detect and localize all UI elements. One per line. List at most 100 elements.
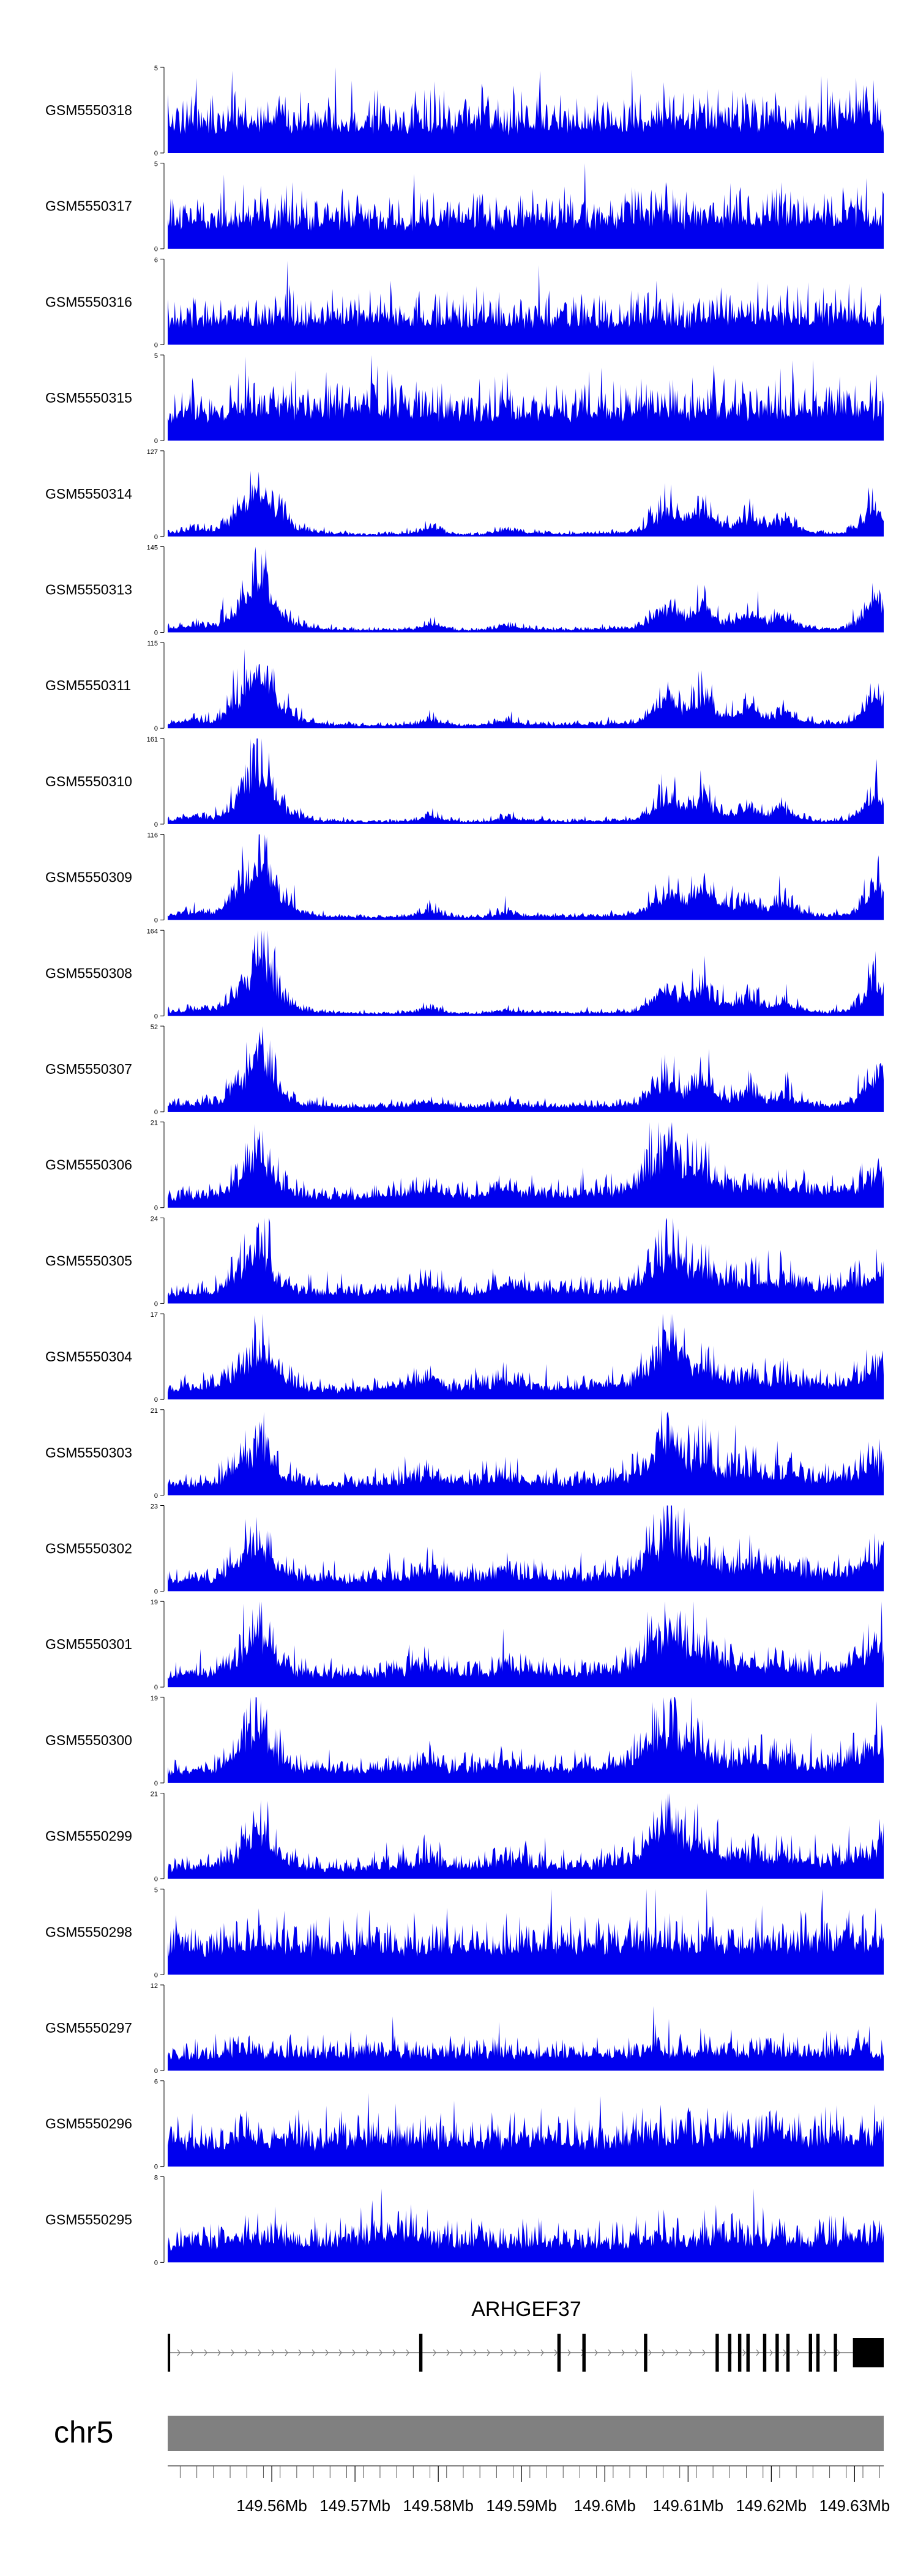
track-GSM5550299: GSM5550299 21 0	[45, 1791, 884, 1883]
track-GSM5550315: GSM5550315 5 0	[45, 352, 884, 445]
track-label: GSM5550295	[45, 2211, 132, 2227]
y-max-label: 164	[147, 928, 158, 935]
coverage-area	[168, 355, 884, 441]
coverage-area	[168, 2006, 884, 2071]
strand-arrow	[756, 2349, 759, 2356]
strand-arrow	[527, 2349, 531, 2356]
y-min-label: 0	[154, 1013, 158, 1020]
strand-arrow	[460, 2349, 463, 2356]
coverage-area	[168, 1218, 884, 1304]
strand-arrow	[446, 2349, 450, 2356]
gene-model	[168, 2334, 884, 2372]
strand-arrow	[823, 2349, 827, 2356]
coverage-area	[168, 2188, 884, 2263]
track-GSM5550302: GSM5550302 23 0	[45, 1503, 884, 1596]
track-GSM5550307: GSM5550307 52 0	[45, 1024, 884, 1116]
track-label: GSM5550303	[45, 1445, 132, 1461]
y-min-label: 0	[154, 1588, 158, 1596]
strand-arrow	[702, 2349, 706, 2356]
track-GSM5550309: GSM5550309 116 0	[45, 832, 884, 925]
y-max-label: 23	[151, 1503, 158, 1511]
strand-arrow	[338, 2349, 342, 2356]
y-min-label: 0	[154, 246, 158, 253]
strand-arrow	[783, 2349, 786, 2356]
strand-arrow	[312, 2349, 315, 2356]
gene-annotation-track: ARHGEF37	[168, 2298, 884, 2372]
coverage-area	[168, 930, 884, 1016]
track-label: GSM5550313	[45, 582, 132, 598]
y-max-label: 161	[147, 736, 158, 743]
chromosome-ideogram: chr5	[54, 2415, 884, 2451]
strand-arrow	[796, 2349, 800, 2356]
exon	[557, 2334, 561, 2372]
y-max-label: 145	[147, 545, 158, 552]
y-min-label: 0	[154, 1876, 158, 1883]
strand-arrow	[365, 2349, 369, 2356]
coverage-area	[168, 1697, 884, 1783]
strand-arrow	[231, 2349, 234, 2356]
y-max-label: 19	[151, 1695, 158, 1702]
coverage-area	[168, 738, 884, 824]
genomic-axis: 149.56Mb 149.57Mb 149.58Mb 149.59Mb 149.6Mb 1…	[168, 2465, 890, 2515]
track-label: GSM5550306	[45, 1157, 132, 1173]
track-GSM5550298: GSM5550298 5 0	[45, 1886, 884, 1979]
strand-arrow	[635, 2349, 638, 2356]
track-label: GSM5550315	[45, 390, 132, 406]
track-label: GSM5550305	[45, 1253, 132, 1268]
exon	[808, 2334, 812, 2372]
exon	[168, 2334, 171, 2372]
y-min-label: 0	[154, 2164, 158, 2171]
coverage-area	[168, 1601, 884, 1688]
y-max-label: 116	[147, 832, 158, 839]
y-min-label: 0	[154, 2259, 158, 2266]
coverage-tracks: GSM555031850GSM555031750GSM555031660GSM5…	[45, 65, 884, 2266]
strand-arrow	[513, 2349, 517, 2356]
track-label: GSM5550302	[45, 1541, 132, 1557]
track-GSM5550303: GSM5550303 21 0	[45, 1407, 884, 1500]
track-label: GSM5550311	[45, 677, 131, 693]
strand-arrow	[662, 2349, 665, 2356]
strand-arrow	[258, 2349, 261, 2356]
track-label: GSM5550300	[45, 1732, 132, 1748]
y-max-label: 19	[151, 1599, 158, 1606]
strand-arrow	[285, 2349, 288, 2356]
y-min-label: 0	[154, 630, 158, 637]
track-GSM5550300: GSM5550300 19 0	[45, 1695, 884, 1787]
y-max-label: 6	[154, 2079, 158, 2086]
exon	[746, 2334, 750, 2372]
tick-label: 149.62Mb	[736, 2496, 807, 2515]
chromosome-band-bar	[168, 2416, 884, 2451]
track-GSM5550313: GSM5550313 145 0	[45, 545, 884, 637]
strand-arrow	[621, 2349, 625, 2356]
track-label: GSM5550301	[45, 1636, 132, 1652]
strand-arrow	[298, 2349, 302, 2356]
y-max-label: 52	[151, 1024, 158, 1031]
tick-label: 149.58Mb	[403, 2496, 474, 2515]
y-max-label: 24	[151, 1215, 158, 1223]
y-min-label: 0	[154, 1971, 158, 1979]
track-GSM5550318: GSM5550318 5 0	[45, 65, 884, 157]
strand-arrow	[217, 2349, 221, 2356]
y-max-label: 12	[151, 1982, 158, 1990]
utr-exon	[853, 2338, 884, 2367]
strand-arrow	[769, 2349, 773, 2356]
y-min-label: 0	[154, 1492, 158, 1500]
strand-arrow	[392, 2349, 396, 2356]
strand-arrow	[325, 2349, 329, 2356]
strand-arrow	[204, 2349, 207, 2356]
track-label: GSM5550318	[45, 102, 132, 118]
track-label: GSM5550316	[45, 294, 132, 310]
y-min-label: 0	[154, 1684, 158, 1691]
y-min-label: 0	[154, 341, 158, 349]
gene-name-label: ARHGEF37	[471, 2298, 581, 2321]
coverage-area	[168, 834, 884, 920]
y-min-label: 0	[154, 534, 158, 541]
strand-arrow	[487, 2349, 490, 2356]
tick-label: 149.56Mb	[236, 2496, 307, 2515]
y-max-label: 127	[147, 449, 158, 456]
strand-arrow	[379, 2349, 382, 2356]
track-label: GSM5550297	[45, 2020, 132, 2036]
coverage-area	[168, 2093, 884, 2167]
coverage-area	[168, 1889, 884, 1975]
